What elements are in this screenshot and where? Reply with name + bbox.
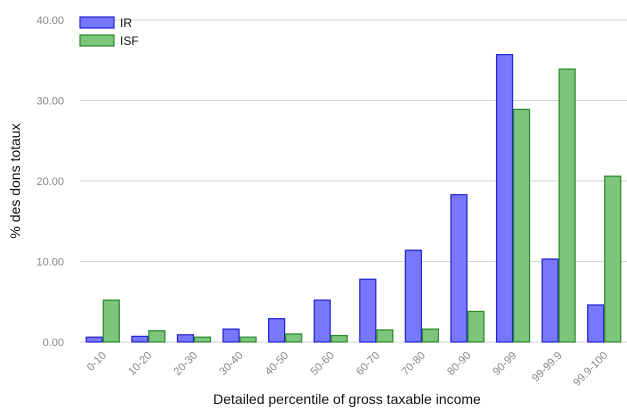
x-tick-label: 99-99.9	[530, 350, 565, 385]
legend-swatch-ir	[79, 16, 115, 29]
bar-ir-50-60[interactable]	[313, 299, 331, 343]
bar-ir-20-30[interactable]	[176, 334, 195, 343]
bar-ir-70-80[interactable]	[404, 249, 422, 343]
x-tick-label: 30-40	[217, 350, 245, 378]
grid-lines	[80, 19, 627, 343]
bar-isf-90-99[interactable]	[512, 108, 531, 343]
bar-isf-60-70[interactable]	[376, 329, 394, 343]
legend-item-ir[interactable]: IR	[79, 16, 132, 30]
bar-isf-30-40[interactable]	[239, 336, 257, 343]
y-tick-label: 30.00	[36, 96, 64, 108]
bar-isf-70-80[interactable]	[421, 328, 439, 343]
x-tick-label: 0-10	[85, 350, 109, 374]
legend-swatch-isf	[79, 34, 115, 47]
x-tick-label: 60-70	[354, 350, 382, 378]
bar-ir-10-20[interactable]	[131, 335, 149, 343]
x-tick-label: 40-50	[263, 350, 291, 378]
x-tick-label: 70-80	[400, 350, 428, 378]
legend-label-ir: IR	[120, 16, 132, 30]
bar-ir-90-99[interactable]	[495, 54, 514, 343]
bar-isf-10-20[interactable]	[148, 330, 166, 343]
bar-isf-80-90[interactable]	[467, 310, 485, 343]
y-tick-label: 10.00	[36, 257, 64, 269]
legend: IR ISF	[79, 16, 139, 48]
bar-isf-0-10[interactable]	[102, 299, 120, 343]
y-tick-label: 20.00	[36, 176, 64, 188]
x-axis-ticks: 0-10 10-20 20-30 30-40 40-50 50-60 60-70 70-80 8…	[85, 350, 610, 389]
y-axis-ticks: 0.00 10.00 20.00 30.00 40.00	[36, 15, 64, 349]
bar-isf-20-30[interactable]	[193, 336, 212, 343]
x-tick-label: 80-90	[445, 350, 473, 378]
bar-isf-99.9-100[interactable]	[604, 175, 622, 343]
y-axis-title: % des dons totaux	[7, 123, 23, 238]
x-axis-title: Detailed percentile of gross taxable inc…	[213, 391, 481, 407]
bar-isf-99-99.9[interactable]	[558, 68, 576, 343]
x-tick-label: 90-99	[491, 350, 519, 378]
legend-label-isf: ISF	[120, 34, 139, 48]
legend-item-isf[interactable]: ISF	[79, 34, 139, 48]
y-tick-label: 40.00	[36, 15, 64, 27]
bar-ir-80-90[interactable]	[450, 194, 468, 343]
bar-isf-40-50[interactable]	[285, 333, 303, 343]
bar-ir-99-99.9[interactable]	[541, 258, 559, 343]
bar-ir-0-10[interactable]	[85, 336, 103, 343]
bar-ir-99.9-100[interactable]	[587, 304, 605, 343]
y-tick-label: 0.00	[43, 337, 64, 349]
x-tick-label: 10-20	[126, 350, 154, 378]
bar-ir-60-70[interactable]	[359, 278, 377, 343]
x-tick-label: 20-30	[172, 350, 200, 378]
bar-ir-30-40[interactable]	[222, 328, 240, 343]
x-tick-label: 50-60	[308, 350, 336, 378]
x-tick-label: 99.9-100	[571, 350, 610, 389]
bar-isf-50-60[interactable]	[330, 334, 348, 343]
bar-ir-40-50[interactable]	[268, 318, 286, 343]
bars	[85, 54, 622, 343]
